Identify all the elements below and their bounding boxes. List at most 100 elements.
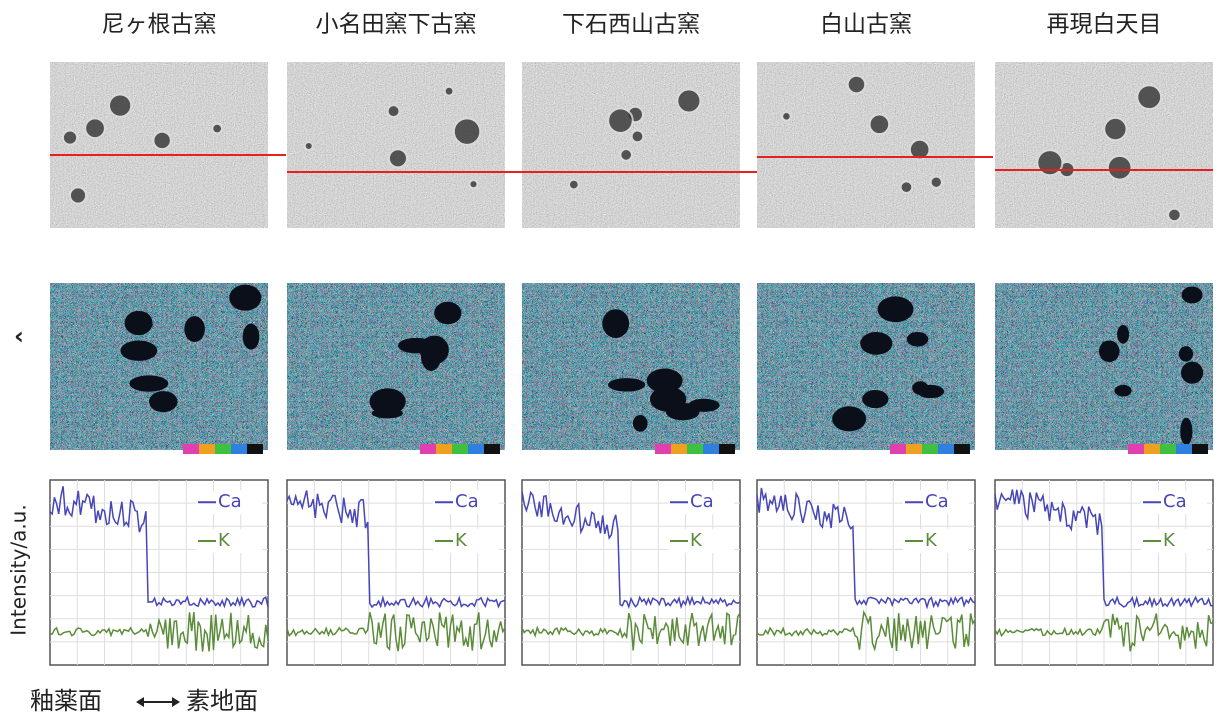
legend-label: Ca — [690, 491, 714, 512]
void — [369, 388, 405, 415]
color-key — [199, 444, 215, 454]
color-key — [247, 444, 263, 454]
void — [633, 415, 648, 432]
element-map — [757, 283, 975, 450]
color-key — [468, 444, 484, 454]
void — [860, 332, 892, 355]
sem-image — [757, 62, 975, 228]
pore — [109, 94, 131, 116]
void — [608, 378, 645, 392]
pore — [153, 132, 170, 149]
void — [1181, 362, 1203, 384]
void — [602, 309, 629, 338]
void — [1114, 385, 1131, 396]
pore — [1104, 118, 1126, 140]
profile-chart: Ca K — [50, 480, 268, 665]
void — [149, 391, 178, 412]
footer-left: 釉薬面 — [30, 687, 102, 715]
pore — [632, 130, 644, 142]
pore — [1108, 156, 1132, 180]
void — [1180, 418, 1192, 445]
void — [1117, 325, 1129, 344]
void — [907, 332, 928, 347]
void — [229, 285, 261, 311]
void — [1179, 346, 1193, 362]
void — [120, 340, 157, 360]
void — [1182, 286, 1203, 303]
pore — [63, 130, 77, 144]
pore — [389, 149, 407, 167]
void — [125, 311, 153, 335]
column-title: 白山古窯 — [820, 12, 912, 38]
pore — [1037, 150, 1062, 175]
profile-chart: CaK — [287, 480, 505, 665]
body: {"columns": [ {"title": "尼ヶ根古窯", "legend… — [0, 0, 1222, 724]
column-title: 尼ヶ根古窯 — [102, 12, 217, 38]
color-key — [655, 444, 671, 454]
pore — [454, 118, 481, 145]
arrow — [136, 697, 180, 707]
color-key — [452, 444, 468, 454]
void — [444, 304, 460, 316]
footer-right: 素地面 — [186, 687, 258, 715]
pore — [931, 177, 942, 188]
color-key — [703, 444, 719, 454]
column-title: 下石西山古窯 — [562, 12, 700, 38]
element-map — [50, 283, 268, 450]
void — [184, 316, 205, 342]
color-key — [890, 444, 906, 454]
figure: Intensity/a.u. ‹ 釉薬面 素地面 尼ヶ根古窯CaK小名田窯下古窯… — [0, 0, 1222, 720]
legend-label: K — [218, 530, 231, 551]
pore — [388, 105, 400, 117]
color-key — [687, 444, 703, 454]
pore — [569, 180, 579, 190]
pore — [212, 124, 222, 134]
pore — [848, 76, 866, 94]
color-key — [938, 444, 954, 454]
pore — [677, 89, 700, 112]
void — [420, 336, 449, 365]
color-key — [1144, 444, 1160, 454]
pore — [445, 87, 454, 96]
pore — [870, 115, 890, 135]
pore — [70, 187, 86, 203]
legend-label: Ca — [218, 491, 242, 512]
pore — [469, 180, 477, 188]
color-key — [1192, 444, 1208, 454]
pore — [782, 112, 791, 121]
legend-label: Ca — [925, 491, 949, 512]
void — [832, 406, 866, 431]
void — [243, 324, 260, 350]
legend-label: K — [925, 530, 938, 551]
page: body { margin: 0; background: #fff; font… — [0, 0, 1222, 724]
color-key — [1128, 444, 1144, 454]
color-key — [922, 444, 938, 454]
sem-image — [995, 62, 1213, 228]
color-key — [1160, 444, 1176, 454]
pore — [305, 142, 313, 150]
void — [878, 296, 914, 322]
legend-label: K — [1163, 530, 1176, 551]
marker: ‹ — [14, 322, 24, 350]
color-key — [436, 444, 452, 454]
sem-image — [522, 62, 740, 228]
void — [1099, 340, 1120, 362]
profile-chart: Ca K — [757, 480, 975, 665]
element-map — [287, 283, 505, 450]
void — [688, 399, 719, 412]
pore — [901, 181, 913, 193]
color-key — [671, 444, 687, 454]
void — [862, 390, 888, 408]
sem-image — [287, 62, 505, 228]
legend-label: Ca — [455, 491, 479, 512]
pore — [1168, 209, 1181, 222]
pore — [608, 108, 633, 133]
color-key — [954, 444, 970, 454]
profile-chart: CaK — [995, 480, 1213, 665]
color-key — [1176, 444, 1192, 454]
color-key — [420, 444, 436, 454]
color-key — [183, 444, 199, 454]
column-title: 小名田窯下古窯 — [316, 12, 477, 38]
color-key — [215, 444, 231, 454]
element-map — [995, 283, 1213, 450]
